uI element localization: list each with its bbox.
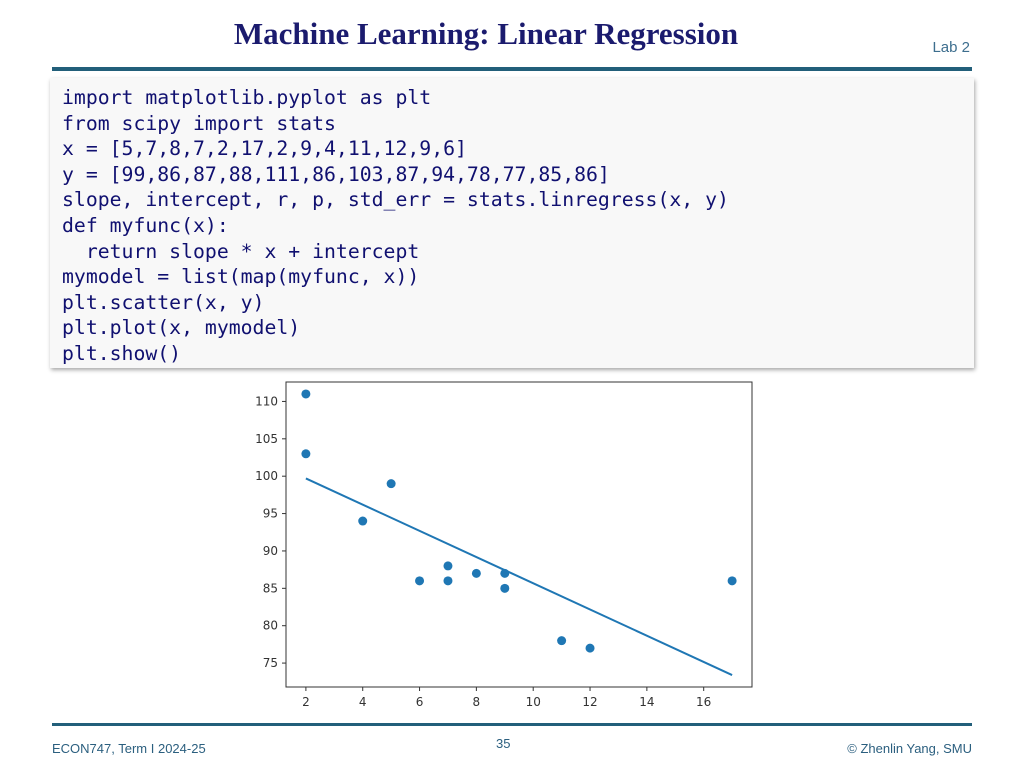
code-line: slope, intercept, r, p, std_err = stats.… (62, 188, 729, 212)
scatter-point (415, 576, 425, 586)
footer-copyright: © Zhenlin Yang, SMU (847, 741, 972, 756)
chart-background (238, 380, 758, 710)
y-tick-label: 100 (255, 469, 278, 483)
scatter-point (301, 389, 311, 399)
y-tick-label: 85 (263, 581, 278, 595)
x-tick-label: 14 (639, 695, 654, 709)
code-line: plt.show() (62, 341, 182, 365)
scatter-point (358, 516, 368, 526)
y-tick-label: 95 (263, 507, 278, 521)
footer-course: ECON747, Term I 2024-25 (52, 741, 206, 756)
lab-label: Lab 2 (932, 39, 970, 56)
code-line: return slope * x + intercept (62, 239, 420, 263)
y-tick-label: 110 (255, 394, 278, 408)
plot-frame (285, 381, 753, 688)
code-line: import matplotlib.pyplot as plt (62, 86, 432, 109)
page-number: 35 (496, 736, 511, 751)
x-tick-label: 10 (526, 695, 541, 709)
x-tick-label: 6 (416, 695, 424, 709)
code-line: x = [5,7,8,7,2,17,2,9,4,11,12,9,6] (62, 137, 467, 161)
x-tick-label: 8 (473, 695, 481, 709)
y-tick-label: 75 (263, 656, 278, 670)
code-text: import matplotlib.pyplot as plt from scip… (62, 85, 729, 367)
scatter-point (386, 479, 396, 489)
code-line: plt.plot(x, mymodel) (62, 316, 301, 340)
footer-rule (52, 723, 972, 726)
scatter-point (557, 636, 567, 646)
code-line: from scipy import stats (62, 111, 336, 135)
y-tick-label: 105 (255, 432, 278, 446)
chart-svg: 2 4 6 8 10 12 14 16 75 80 85 90 95 100 105 110 (238, 380, 758, 710)
code-line: mymodel = list(map(myfunc, x)) (62, 265, 420, 289)
scatter-point (443, 561, 453, 571)
code-block: import matplotlib.pyplot as plt from scip… (50, 78, 974, 368)
scatter-point (500, 583, 510, 593)
regression-line (305, 477, 733, 676)
x-tick-label: 4 (359, 695, 367, 709)
x-tick-label: 2 (302, 695, 310, 709)
code-line: y = [99,86,87,88,111,86,103,87,94,78,77,… (62, 162, 610, 186)
scatter-plot: 2 4 6 8 10 12 14 16 75 80 85 90 95 100 105 110 (238, 380, 758, 710)
header-rule (52, 67, 972, 71)
scatter-point (727, 576, 737, 586)
x-tick-label: 12 (582, 695, 597, 709)
y-tick-label: 90 (263, 544, 278, 558)
x-tick-label: 16 (696, 695, 711, 709)
y-tick-label: 80 (263, 619, 278, 633)
scatter-point (471, 568, 481, 578)
scatter-point (443, 576, 453, 586)
scatter-point (585, 643, 595, 653)
code-line: plt.scatter(x, y) (62, 290, 265, 314)
code-line: def myfunc(x): (62, 213, 229, 237)
scatter-point (301, 449, 311, 459)
slide-title: Machine Learning: Linear Regression (233, 16, 739, 51)
scatter-point (500, 568, 510, 578)
